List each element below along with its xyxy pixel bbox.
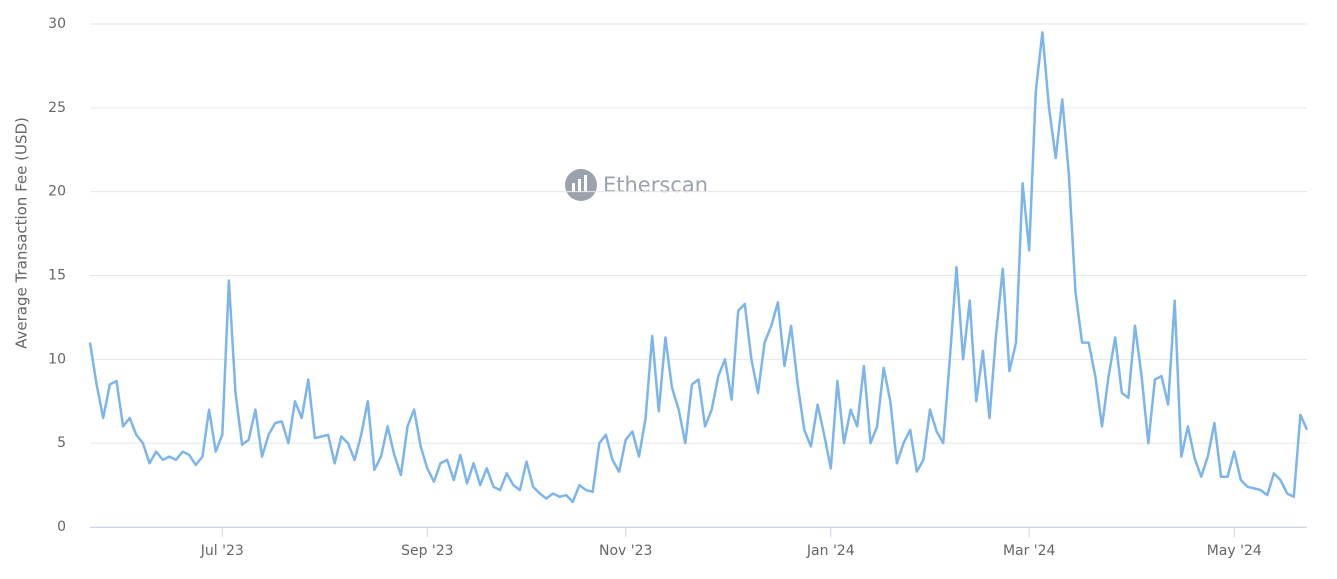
watermark-logo-bar — [572, 183, 575, 192]
x-tick-label: May '24 — [1207, 543, 1262, 559]
x-tick-label: Jul '23 — [200, 543, 244, 559]
y-tick-label: 5 — [57, 435, 66, 451]
x-tick-label: Jan '24 — [806, 543, 855, 559]
y-tick-label: 20 — [48, 184, 66, 200]
y-tick-label: 10 — [48, 351, 66, 367]
watermark-logo-bar — [584, 175, 587, 192]
y-tick-label: 15 — [48, 268, 66, 284]
x-tick-label: Sep '23 — [401, 543, 454, 559]
watermark-logo-bar — [578, 179, 581, 192]
x-tick-label: Mar '24 — [1003, 543, 1056, 559]
y-tick-label: 25 — [48, 100, 66, 116]
watermark: Etherscan — [565, 169, 708, 201]
x-tick-label: Nov '23 — [599, 543, 652, 559]
y-axis-label: Average Transaction Fee (USD) — [13, 117, 31, 349]
watermark-text: Etherscan — [603, 173, 708, 197]
y-tick-label: 30 — [48, 16, 66, 32]
y-tick-label: 0 — [57, 519, 66, 535]
data-line — [88, 31, 1309, 504]
